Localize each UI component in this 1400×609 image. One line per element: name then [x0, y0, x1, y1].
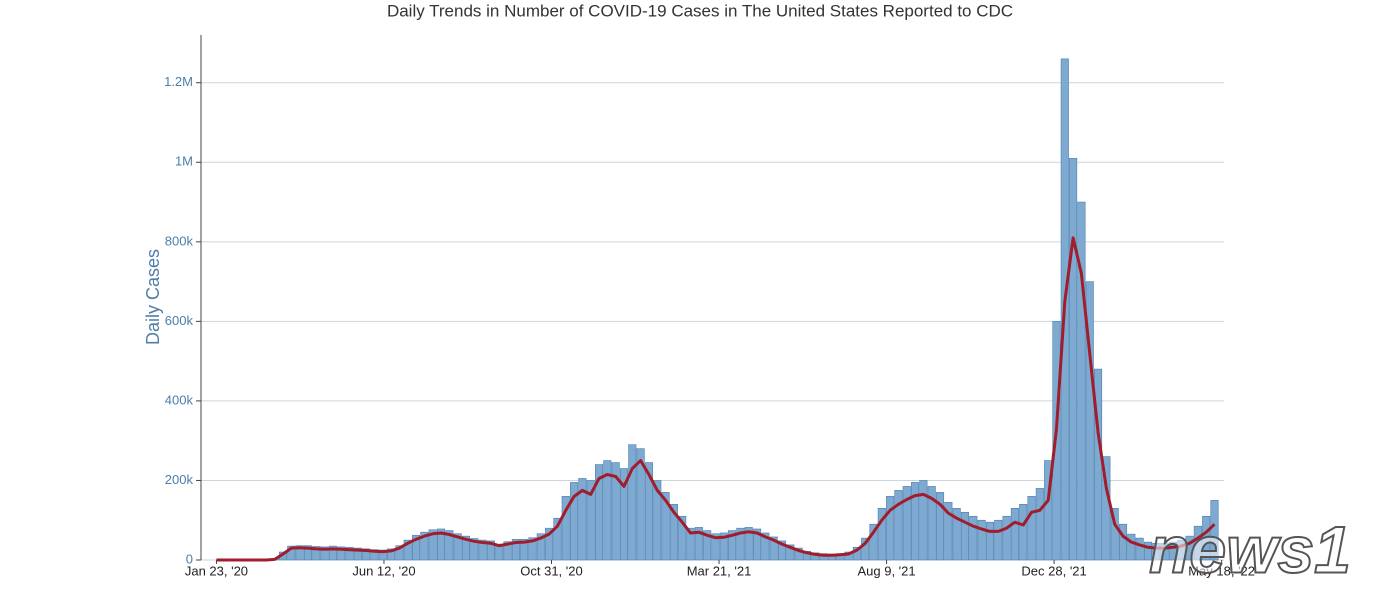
bar [978, 520, 985, 560]
y-tick-label: 1M [175, 154, 193, 169]
x-tick-label: Aug 9, '21 [857, 563, 915, 578]
y-tick-label: 1.2M [164, 74, 193, 89]
watermark: news1 [1149, 512, 1351, 586]
bar [1036, 488, 1043, 560]
bar [1069, 158, 1076, 560]
bar [1136, 538, 1143, 560]
bar [1128, 534, 1135, 560]
x-tick-label: Dec 28, '21 [1021, 563, 1086, 578]
y-tick-label: 200k [165, 472, 194, 487]
bar [986, 522, 993, 560]
bar [920, 480, 927, 560]
y-tick-label: 400k [165, 392, 194, 407]
bars [263, 59, 1219, 560]
bar [1003, 516, 1010, 560]
x-tick-label: Jan 23, '20 [185, 563, 248, 578]
bar [995, 520, 1002, 560]
y-tick-label: 600k [165, 313, 194, 328]
bar [1078, 202, 1085, 560]
x-tick-label: Jun 12, '20 [352, 563, 415, 578]
bar [1028, 496, 1035, 560]
chart-title: Daily Trends in Number of COVID-19 Cases… [387, 1, 1013, 20]
y-tick-label: 800k [165, 233, 194, 248]
bar [629, 445, 636, 560]
x-tick-label: Oct 31, '20 [520, 563, 582, 578]
bar [970, 516, 977, 560]
x-tick-label: Mar 21, '21 [687, 563, 752, 578]
bar [895, 490, 902, 560]
bar [1011, 508, 1018, 560]
bar [1119, 524, 1126, 560]
bar [1019, 504, 1026, 560]
y-axis-label: Daily Cases [143, 249, 163, 345]
bar [886, 496, 893, 560]
